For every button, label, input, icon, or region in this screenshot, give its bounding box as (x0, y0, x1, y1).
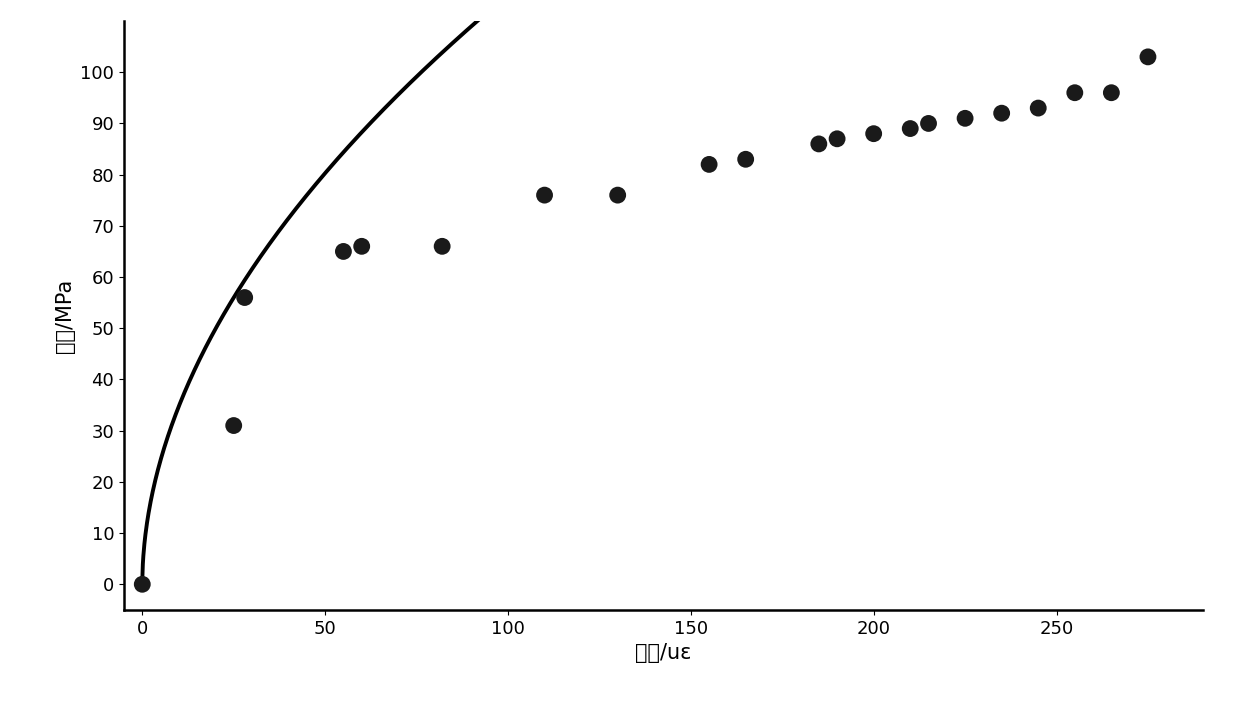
Point (1138, 51, 1158, 62)
Point (1028, 102, 1048, 114)
Point (133, 578, 153, 590)
Point (1101, 87, 1121, 98)
Point (234, 292, 254, 303)
Point (352, 240, 372, 252)
Y-axis label: 压力/MPa: 压力/MPa (55, 278, 74, 353)
Point (864, 128, 884, 139)
Point (699, 159, 719, 170)
Point (534, 189, 554, 200)
Point (955, 113, 975, 124)
Point (608, 189, 627, 200)
Point (900, 123, 920, 134)
Point (992, 107, 1012, 118)
Point (808, 138, 828, 149)
Point (735, 154, 755, 165)
Point (334, 246, 353, 257)
Point (433, 240, 453, 252)
Point (223, 420, 243, 431)
Point (827, 133, 847, 144)
X-axis label: 应变/uε: 应变/uε (635, 643, 692, 663)
Point (919, 118, 939, 129)
Point (1065, 87, 1085, 98)
